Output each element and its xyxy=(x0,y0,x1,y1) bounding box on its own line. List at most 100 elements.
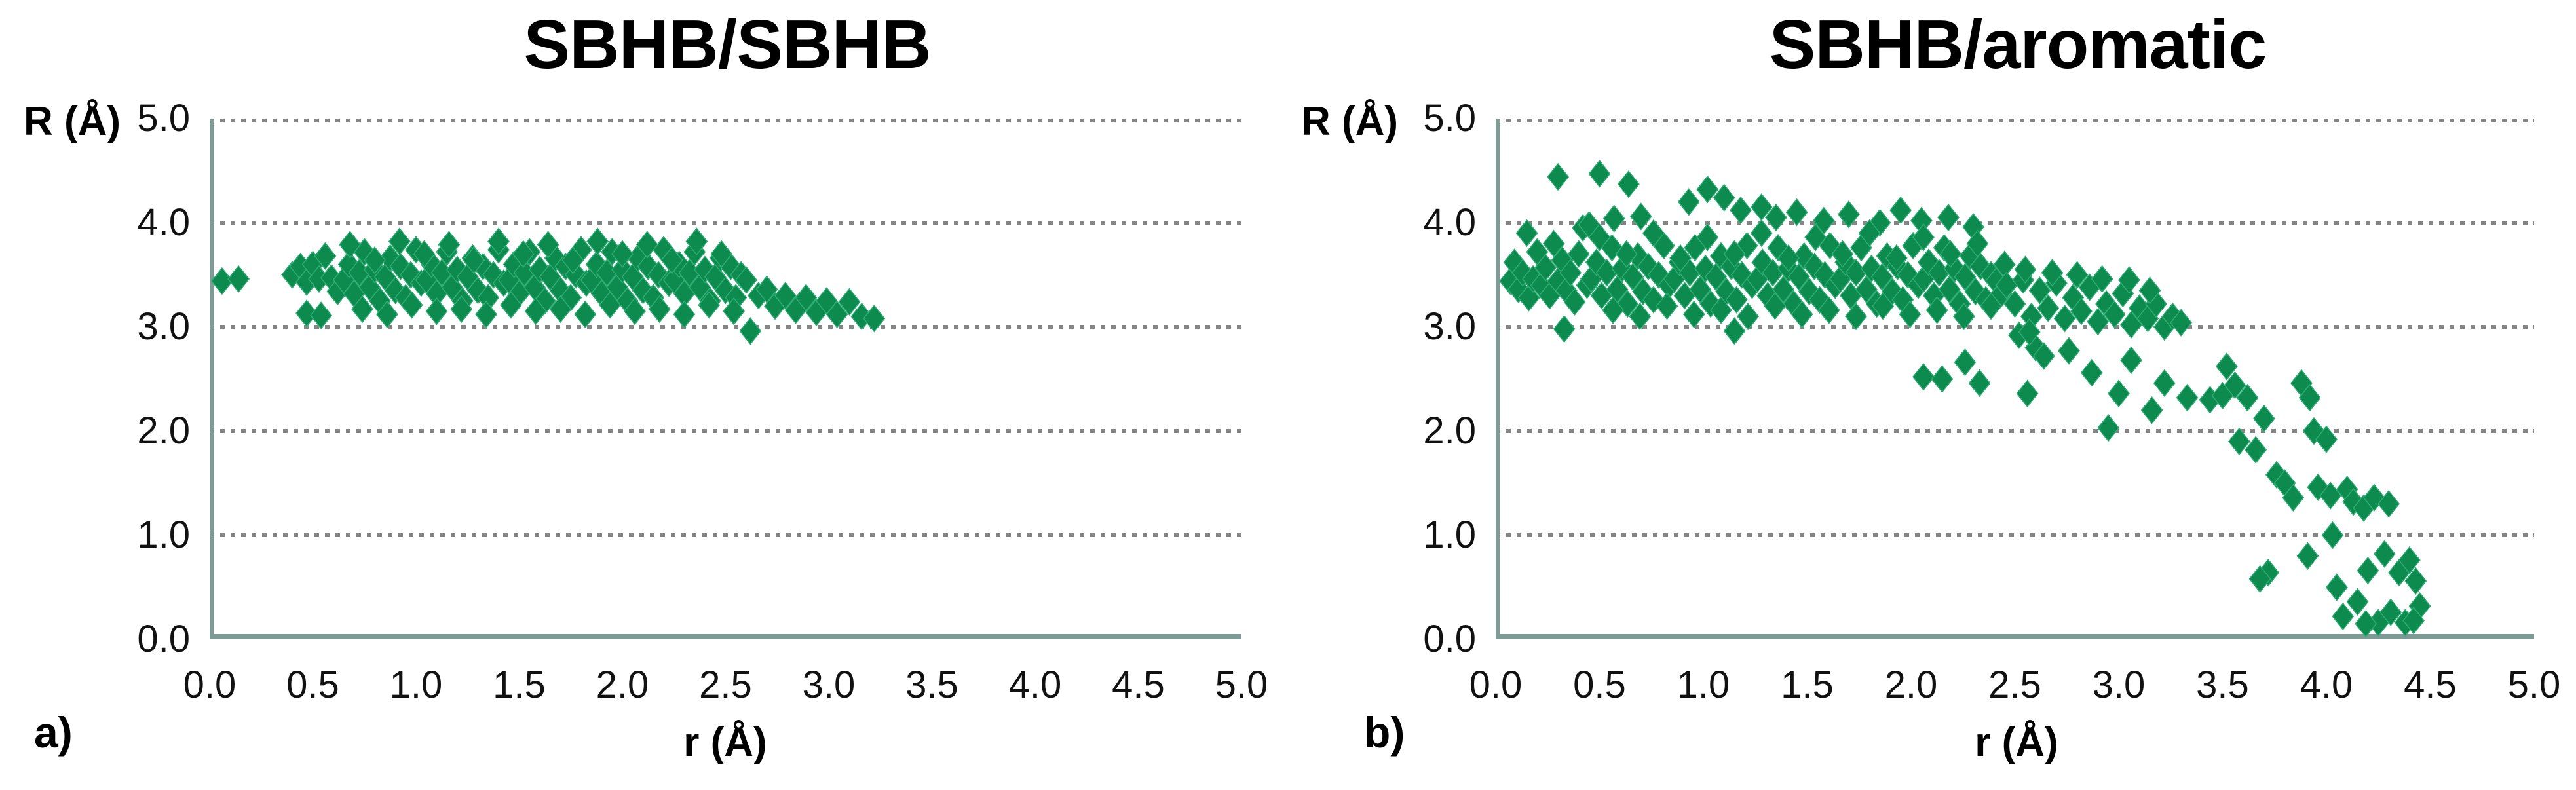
data-point xyxy=(210,267,233,295)
data-point xyxy=(2037,294,2060,322)
data-point xyxy=(1764,203,1787,232)
data-point xyxy=(774,282,797,310)
data-point xyxy=(2355,609,2377,638)
x-tick-label: 4.0 xyxy=(2300,664,2353,706)
data-point xyxy=(1547,162,1570,191)
data-point xyxy=(314,242,337,271)
data-point xyxy=(2138,276,2161,305)
x-axis-title-a: r (Å) xyxy=(683,720,767,765)
data-point xyxy=(2357,556,2379,585)
x-tick-label: 3.5 xyxy=(2196,664,2249,706)
data-point xyxy=(1812,206,1835,235)
plot-area xyxy=(210,119,1241,639)
data-point xyxy=(2028,276,2051,305)
data-point xyxy=(2103,300,2126,329)
data-point xyxy=(1954,263,1977,291)
data-point xyxy=(1656,292,1678,320)
y-tick-label: 4.0 xyxy=(1423,201,1476,244)
data-point xyxy=(2248,565,2271,593)
data-point xyxy=(227,265,250,293)
data-point xyxy=(2379,598,2402,626)
data-point xyxy=(1968,369,1991,398)
data-point xyxy=(2373,540,2396,568)
data-point xyxy=(1937,203,1960,232)
data-point xyxy=(1912,363,1935,391)
data-point xyxy=(364,246,386,274)
data-point xyxy=(1725,286,1748,314)
data-point xyxy=(2120,346,2142,375)
data-point xyxy=(1966,229,1989,258)
panel-label-b: b) xyxy=(1364,708,1405,757)
data-point xyxy=(2153,369,2176,398)
data-point xyxy=(1567,240,1590,268)
x-tick-label: 2.0 xyxy=(1884,664,1938,706)
y-tick-label: 5.0 xyxy=(137,97,190,140)
data-point xyxy=(1723,317,1746,345)
data-point xyxy=(2224,371,2246,400)
data-point xyxy=(723,297,746,326)
data-point xyxy=(1542,229,1565,258)
data-point xyxy=(438,231,461,259)
x-tick-label: 0.5 xyxy=(286,664,339,706)
data-point xyxy=(1785,198,1808,227)
y-tick-label: 3.0 xyxy=(137,305,190,348)
data-point xyxy=(685,227,708,255)
y-tick-label: 1.0 xyxy=(1423,514,1476,556)
data-point xyxy=(1615,240,1638,268)
y-tick-label: 3.0 xyxy=(1423,305,1476,348)
data-point xyxy=(2066,261,2089,289)
data-point xyxy=(2070,297,2093,326)
data-point xyxy=(2041,259,2064,287)
data-point xyxy=(2236,383,2259,412)
data-point xyxy=(2377,490,2400,518)
data-point xyxy=(1515,219,1538,248)
data-point xyxy=(2097,414,2120,442)
data-point xyxy=(635,231,658,259)
data-point xyxy=(2080,358,2103,387)
data-point xyxy=(1925,296,1948,324)
data-point xyxy=(487,227,510,255)
x-tick-label: 2.0 xyxy=(596,664,649,706)
y-tick-label: 0.0 xyxy=(137,618,190,660)
y-tick-label: 5.0 xyxy=(1423,97,1476,140)
data-point xyxy=(2170,309,2193,337)
data-point xyxy=(1912,223,1935,252)
data-point xyxy=(1730,196,1752,225)
data-point xyxy=(1617,170,1640,198)
y-tick-label: 2.0 xyxy=(137,409,190,452)
data-point xyxy=(2404,567,2427,595)
data-point xyxy=(475,300,498,329)
data-point xyxy=(2282,483,2305,512)
data-point xyxy=(2140,396,2163,424)
y-axis-title-b: R (Å) xyxy=(1301,99,1399,144)
data-point xyxy=(1777,244,1800,273)
x-tick-label: 1.5 xyxy=(1781,664,1834,706)
data-point xyxy=(623,297,646,326)
data-point xyxy=(1885,244,1908,273)
data-point xyxy=(388,227,411,255)
data-point xyxy=(2032,342,2055,370)
data-point xyxy=(2176,383,2199,412)
data-point xyxy=(2014,255,2037,284)
x-tick-label: 3.5 xyxy=(905,664,958,706)
data-point xyxy=(1588,223,1611,252)
data-point xyxy=(375,300,398,329)
x-tick-label: 5.0 xyxy=(1215,664,1268,706)
data-point xyxy=(1790,300,1813,329)
y-tick-label: 1.0 xyxy=(137,514,190,556)
data-point xyxy=(561,246,584,274)
data-point xyxy=(400,291,423,319)
data-point xyxy=(673,300,696,329)
data-point xyxy=(863,305,886,333)
data-point xyxy=(2296,542,2319,571)
data-point xyxy=(710,240,733,268)
data-point xyxy=(450,295,473,324)
data-point xyxy=(512,240,535,268)
data-point xyxy=(425,297,448,326)
x-axis-title-b: r (Å) xyxy=(1975,720,2058,765)
data-point xyxy=(351,295,374,324)
data-point xyxy=(2332,602,2355,631)
data-point xyxy=(1696,223,1719,252)
plot-area xyxy=(1496,119,2534,639)
data-point xyxy=(1642,219,1665,248)
